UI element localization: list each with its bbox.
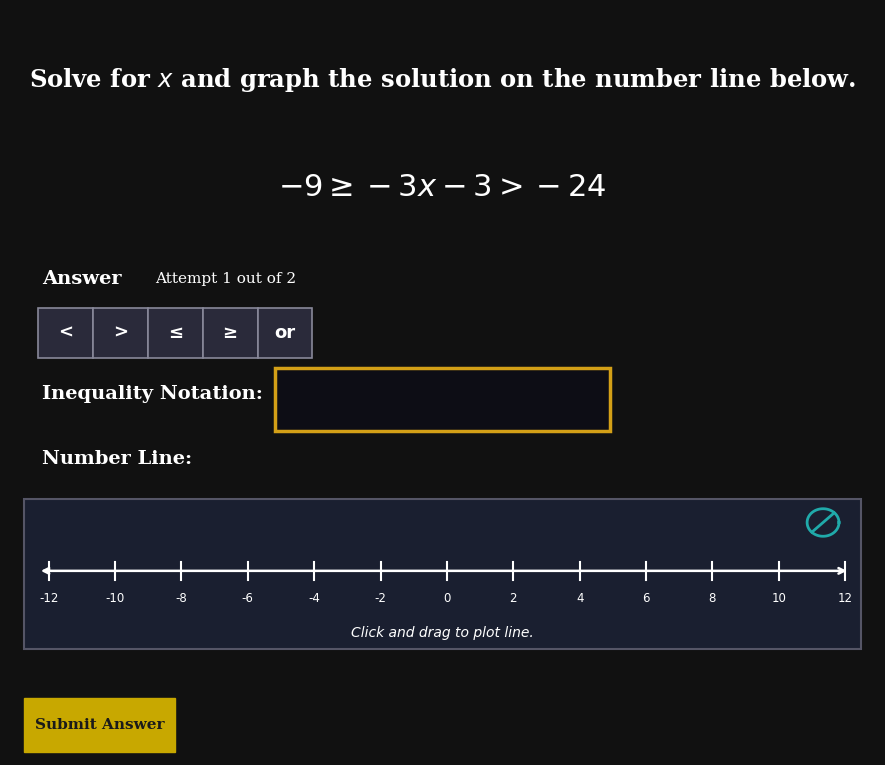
FancyBboxPatch shape — [24, 698, 175, 752]
FancyBboxPatch shape — [258, 308, 312, 358]
Text: ≤: ≤ — [167, 324, 183, 342]
FancyBboxPatch shape — [275, 368, 610, 431]
Text: -4: -4 — [308, 592, 320, 605]
Text: 10: 10 — [772, 592, 786, 605]
Text: <: < — [58, 324, 73, 342]
Text: 2: 2 — [510, 592, 517, 605]
Text: -8: -8 — [175, 592, 188, 605]
Text: Submit Answer: Submit Answer — [35, 718, 165, 732]
Text: Number Line:: Number Line: — [42, 450, 193, 468]
Text: ≥: ≥ — [222, 324, 238, 342]
Text: 4: 4 — [576, 592, 583, 605]
Text: -6: -6 — [242, 592, 254, 605]
Text: Solve for $x$ and graph the solution on the number line below.: Solve for $x$ and graph the solution on … — [29, 67, 856, 94]
Text: 8: 8 — [709, 592, 716, 605]
Text: 12: 12 — [838, 592, 852, 605]
Text: Inequality Notation:: Inequality Notation: — [42, 385, 264, 403]
Text: >: > — [113, 324, 127, 342]
Text: 0: 0 — [443, 592, 450, 605]
Text: or: or — [274, 324, 296, 342]
Text: Answer: Answer — [42, 270, 122, 288]
FancyBboxPatch shape — [203, 308, 258, 358]
FancyBboxPatch shape — [38, 308, 93, 358]
Text: Attempt 1 out of 2: Attempt 1 out of 2 — [155, 272, 296, 286]
Text: $-9 \geq -3x - 3 > -24$: $-9 \geq -3x - 3 > -24$ — [279, 172, 606, 203]
FancyBboxPatch shape — [93, 308, 148, 358]
Text: -2: -2 — [374, 592, 387, 605]
Text: 6: 6 — [643, 592, 650, 605]
Text: -10: -10 — [105, 592, 125, 605]
FancyBboxPatch shape — [24, 499, 861, 649]
FancyBboxPatch shape — [148, 308, 203, 358]
Text: -12: -12 — [39, 592, 58, 605]
Text: Click and drag to plot line.: Click and drag to plot line. — [351, 626, 534, 640]
